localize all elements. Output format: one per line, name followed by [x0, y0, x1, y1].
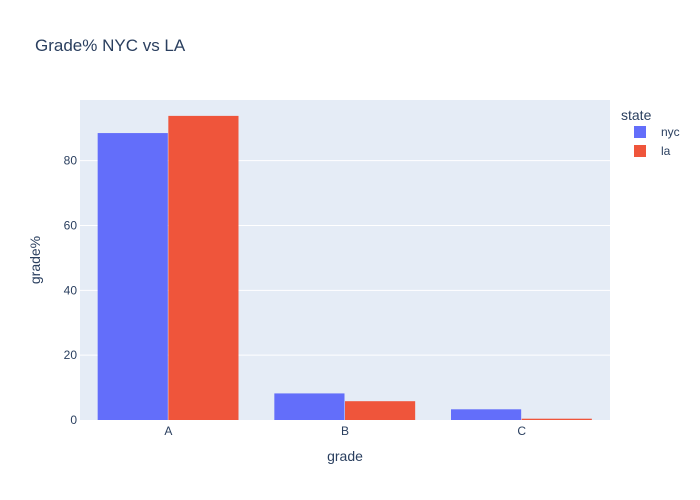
x-axis-ticks: A B C	[164, 424, 526, 438]
y-tick-label: 80	[64, 154, 78, 168]
y-tick-label: 40	[64, 283, 78, 297]
x-tick-label: C	[517, 424, 526, 438]
legend-swatch-la[interactable]	[634, 145, 646, 157]
y-tick-label: 20	[64, 348, 78, 362]
y-axis-ticks: 0 20 40 60 80	[64, 154, 78, 427]
legend-label-la[interactable]: la	[661, 144, 671, 158]
bar-nyc-C[interactable]	[451, 409, 522, 420]
legend-swatch-nyc[interactable]	[634, 126, 646, 138]
legend-items: nyc la	[634, 125, 680, 158]
bar-nyc-B[interactable]	[274, 393, 345, 420]
legend-title: state	[621, 107, 652, 123]
chart-title: Grade% NYC vs LA	[35, 36, 186, 55]
bars	[97, 115, 592, 420]
bar-la-A[interactable]	[168, 115, 239, 420]
legend-label-nyc[interactable]: nyc	[661, 125, 680, 139]
x-axis-title: grade	[327, 448, 363, 464]
y-tick-label: 0	[70, 413, 77, 427]
bar-la-C[interactable]	[521, 418, 592, 420]
bar-la-B[interactable]	[345, 401, 416, 420]
y-tick-label: 60	[64, 218, 78, 232]
x-tick-label: B	[341, 424, 349, 438]
y-axis-title: grade%	[27, 236, 43, 284]
x-tick-label: A	[164, 424, 172, 438]
legend: state nyc la	[621, 107, 680, 158]
bar-nyc-A[interactable]	[97, 133, 168, 420]
